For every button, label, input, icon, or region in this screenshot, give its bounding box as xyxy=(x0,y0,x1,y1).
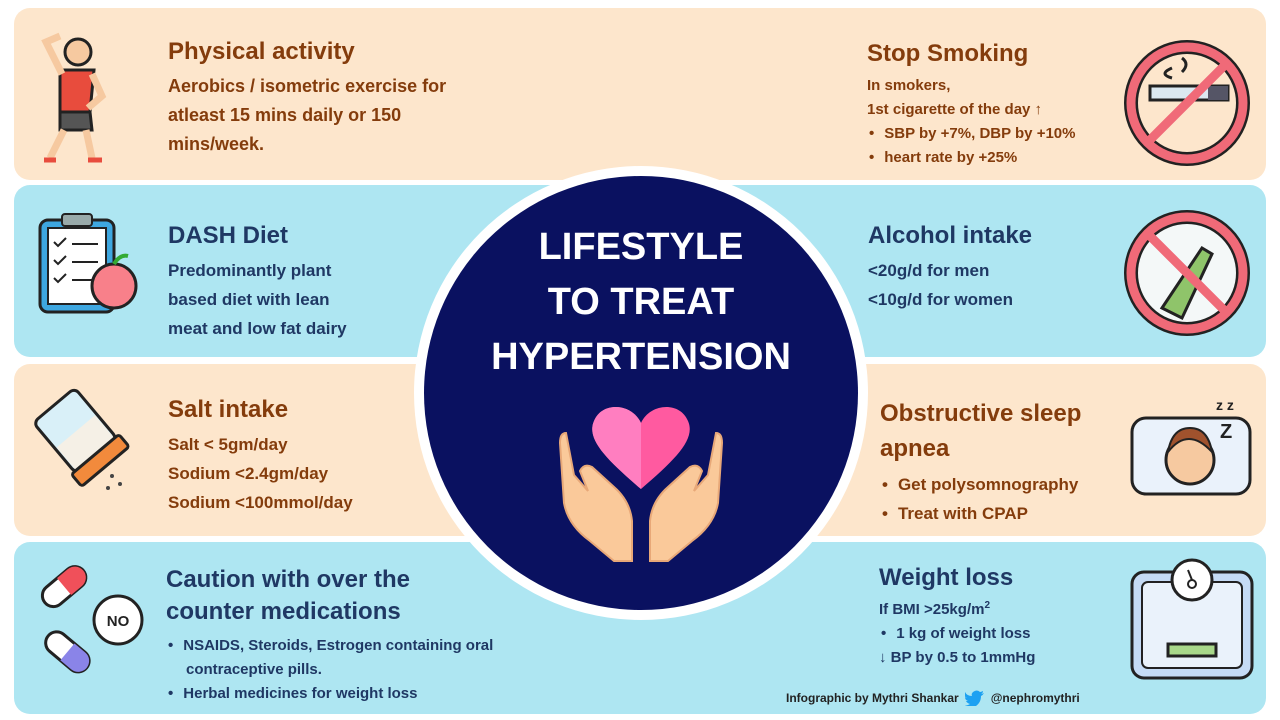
credit-line: Infographic by Mythri Shankar @nephromyt… xyxy=(786,690,1080,706)
meds-title: counter medications xyxy=(166,598,401,625)
meds-section: Caution with over the counter medication… xyxy=(166,564,493,706)
smoking-line: In smokers, xyxy=(867,77,951,94)
svg-text:z z: z z xyxy=(1216,397,1234,413)
meds-bullet: Herbal medicines for weight loss xyxy=(166,682,493,706)
alcohol-title: Alcohol intake xyxy=(868,222,1033,249)
physical-line: Aerobics / isometric exercise for xyxy=(168,76,447,96)
salt-section: Salt intake Salt < 5gm/day Sodium <2.4gm… xyxy=(168,396,353,517)
sleep-bullet: Treat with CPAP xyxy=(880,499,1081,528)
meds-title: Caution with over the xyxy=(166,566,411,593)
dash-diet-section: DASH Diet Predominantly plant based diet… xyxy=(168,222,347,343)
twitter-bird-icon[interactable] xyxy=(964,690,985,706)
stop-smoking-title: Stop Smoking xyxy=(867,40,1029,67)
dash-line: based diet with lean xyxy=(168,290,330,309)
weight-line: ↓ BP by 0.5 to 1mmHg xyxy=(879,649,1036,666)
stop-smoking-section: Stop Smoking In smokers, 1st cigarette o… xyxy=(867,40,1075,170)
alcohol-line: <10g/d for women xyxy=(868,290,1013,309)
physical-activity-section: Physical activity Aerobics / isometric e… xyxy=(168,38,446,159)
dash-diet-title: DASH Diet xyxy=(168,222,289,249)
sleep-apnea-section: Obstructive sleep apnea Get polysomnogra… xyxy=(880,396,1081,528)
weight-bullet: 1 kg of weight loss xyxy=(879,622,1035,646)
physical-activity-title: Physical activity xyxy=(168,38,355,65)
bmi-superscript: 2 xyxy=(984,600,991,611)
smoking-bullet: SBP by +7%, DBP by +10% xyxy=(867,122,1075,146)
dash-line: meat and low fat dairy xyxy=(168,319,347,338)
center-title-line: LIFESTYLE xyxy=(538,226,744,268)
sleep-title: Obstructive sleep xyxy=(880,400,1082,427)
smoking-bullet: heart rate by +25% xyxy=(867,146,1075,170)
sleep-bullet: Get polysomnography xyxy=(880,470,1081,499)
alcohol-section: Alcohol intake <20g/d for men <10g/d for… xyxy=(868,222,1032,314)
svg-text:Z: Z xyxy=(1220,421,1232,443)
meds-bullet: NSAIDS, Steroids, Estrogen containing or… xyxy=(166,634,493,658)
center-title-line: TO TREAT xyxy=(547,281,735,323)
weight-loss-title: Weight loss xyxy=(879,564,1014,591)
salt-shaker-icon xyxy=(34,388,130,490)
salt-line: Salt < 5gm/day xyxy=(168,435,288,454)
heart-hands-icon xyxy=(558,406,724,562)
dash-line: Predominantly plant xyxy=(168,261,332,280)
alcohol-line: <20g/d for men xyxy=(868,261,990,280)
smoking-line: 1st cigarette of the day ↑ xyxy=(867,101,1043,118)
twitter-handle[interactable]: @nephromythri xyxy=(990,691,1080,705)
credit-author: Infographic by Mythri Shankar xyxy=(786,691,959,705)
no-smoking-icon xyxy=(1124,40,1250,166)
salt-line: Sodium <100mmol/day xyxy=(168,493,353,512)
center-circle: LIFESTYLE TO TREAT HYPERTENSION xyxy=(424,176,858,610)
center-title-line: HYPERTENSION xyxy=(491,336,791,378)
no-alcohol-icon xyxy=(1124,210,1250,336)
pills-no-icon: NO xyxy=(40,565,144,674)
sleep-title: apnea xyxy=(880,435,950,462)
salt-line: Sodium <2.4gm/day xyxy=(168,464,329,483)
physical-line: atleast 15 mins daily or 150 xyxy=(168,105,402,125)
physical-line: mins/week. xyxy=(168,134,265,154)
meds-bullet-cont: contraceptive pills. xyxy=(186,661,322,678)
weight-loss-section: Weight loss If BMI >25kg/m2 1 kg of weig… xyxy=(879,564,1035,670)
sleeping-person-icon: z z Z xyxy=(1130,397,1252,496)
weighing-scale-icon xyxy=(1130,558,1254,680)
diet-clipboard-icon xyxy=(38,213,138,314)
no-label: NO xyxy=(107,613,130,630)
exercise-person-icon xyxy=(41,32,107,163)
salt-title: Salt intake xyxy=(168,396,289,423)
bmi-text: If BMI >25kg/m xyxy=(879,601,985,618)
